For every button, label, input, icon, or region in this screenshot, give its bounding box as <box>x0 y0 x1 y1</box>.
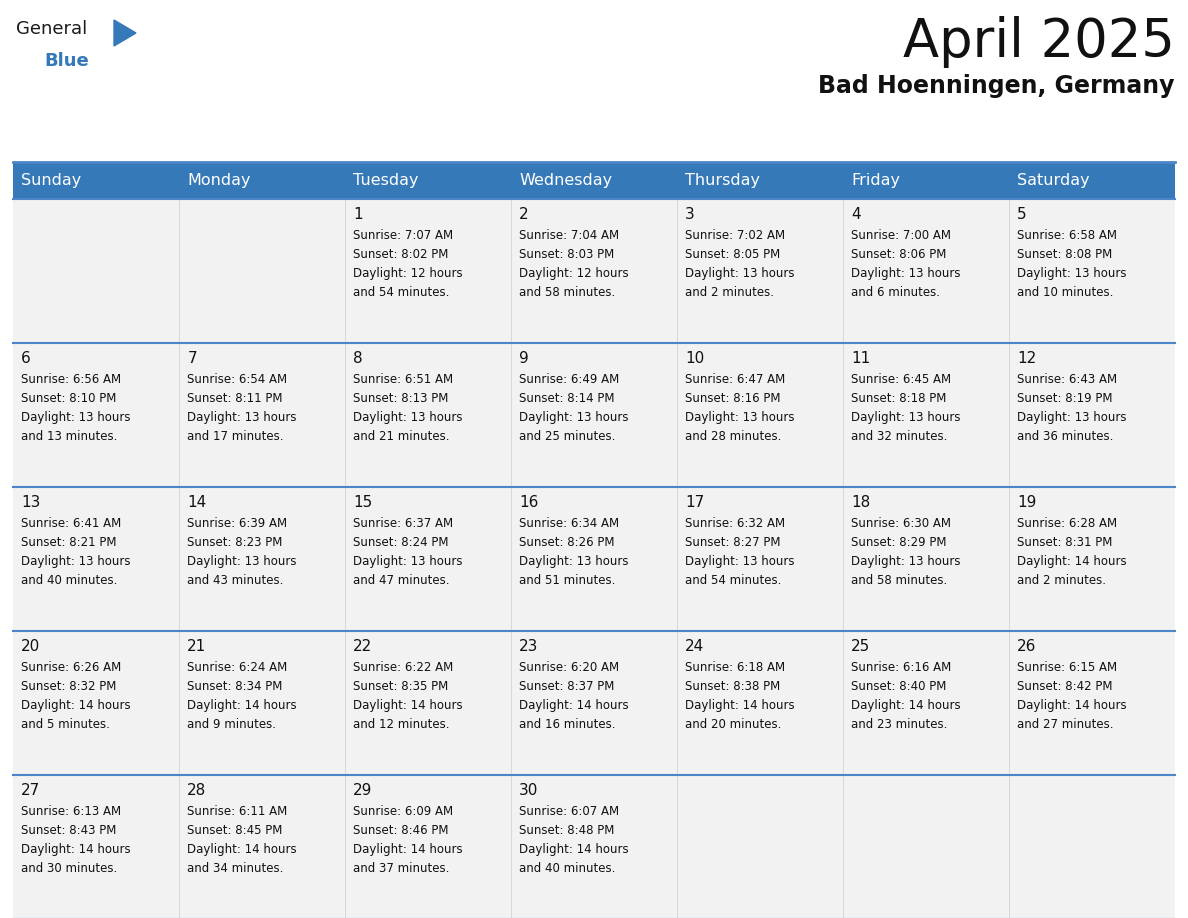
Bar <box>13 487 1175 631</box>
Text: Blue: Blue <box>44 52 89 70</box>
Text: Sunday: Sunday <box>21 173 82 188</box>
Text: 17: 17 <box>685 495 704 510</box>
Text: 30: 30 <box>519 783 538 798</box>
Text: Sunrise: 6:26 AM
Sunset: 8:32 PM
Daylight: 14 hours
and 5 minutes.: Sunrise: 6:26 AM Sunset: 8:32 PM Dayligh… <box>21 661 131 731</box>
Text: 8: 8 <box>353 351 362 366</box>
Text: Sunrise: 6:34 AM
Sunset: 8:26 PM
Daylight: 13 hours
and 51 minutes.: Sunrise: 6:34 AM Sunset: 8:26 PM Dayligh… <box>519 517 628 587</box>
Text: Sunrise: 6:11 AM
Sunset: 8:45 PM
Daylight: 14 hours
and 34 minutes.: Sunrise: 6:11 AM Sunset: 8:45 PM Dayligh… <box>188 805 297 875</box>
Text: Sunrise: 6:51 AM
Sunset: 8:13 PM
Daylight: 13 hours
and 21 minutes.: Sunrise: 6:51 AM Sunset: 8:13 PM Dayligh… <box>353 373 463 443</box>
Text: Sunrise: 6:09 AM
Sunset: 8:46 PM
Daylight: 14 hours
and 37 minutes.: Sunrise: 6:09 AM Sunset: 8:46 PM Dayligh… <box>353 805 463 875</box>
Text: Friday: Friday <box>852 173 901 188</box>
Text: 28: 28 <box>188 783 207 798</box>
Text: Sunrise: 7:00 AM
Sunset: 8:06 PM
Daylight: 13 hours
and 6 minutes.: Sunrise: 7:00 AM Sunset: 8:06 PM Dayligh… <box>852 229 961 299</box>
Bar <box>843 162 1009 199</box>
Bar <box>179 162 345 199</box>
Text: Sunrise: 6:43 AM
Sunset: 8:19 PM
Daylight: 13 hours
and 36 minutes.: Sunrise: 6:43 AM Sunset: 8:19 PM Dayligh… <box>1017 373 1126 443</box>
Text: Sunrise: 6:30 AM
Sunset: 8:29 PM
Daylight: 13 hours
and 58 minutes.: Sunrise: 6:30 AM Sunset: 8:29 PM Dayligh… <box>852 517 961 587</box>
Text: 18: 18 <box>852 495 871 510</box>
Text: April 2025: April 2025 <box>903 16 1175 68</box>
Text: Sunrise: 6:20 AM
Sunset: 8:37 PM
Daylight: 14 hours
and 16 minutes.: Sunrise: 6:20 AM Sunset: 8:37 PM Dayligh… <box>519 661 628 731</box>
Text: 22: 22 <box>353 639 373 654</box>
Text: 9: 9 <box>519 351 529 366</box>
Text: Sunrise: 6:41 AM
Sunset: 8:21 PM
Daylight: 13 hours
and 40 minutes.: Sunrise: 6:41 AM Sunset: 8:21 PM Dayligh… <box>21 517 131 587</box>
Bar <box>13 775 1175 918</box>
Bar <box>511 162 677 199</box>
Text: 20: 20 <box>21 639 40 654</box>
Text: 1: 1 <box>353 207 362 222</box>
Text: Wednesday: Wednesday <box>519 173 613 188</box>
Text: Sunrise: 6:49 AM
Sunset: 8:14 PM
Daylight: 13 hours
and 25 minutes.: Sunrise: 6:49 AM Sunset: 8:14 PM Dayligh… <box>519 373 628 443</box>
Text: 23: 23 <box>519 639 538 654</box>
Text: Sunrise: 6:24 AM
Sunset: 8:34 PM
Daylight: 14 hours
and 9 minutes.: Sunrise: 6:24 AM Sunset: 8:34 PM Dayligh… <box>188 661 297 731</box>
Text: 4: 4 <box>852 207 861 222</box>
Text: 2: 2 <box>519 207 529 222</box>
Text: 24: 24 <box>685 639 704 654</box>
Text: 21: 21 <box>188 639 207 654</box>
Text: Sunrise: 6:22 AM
Sunset: 8:35 PM
Daylight: 14 hours
and 12 minutes.: Sunrise: 6:22 AM Sunset: 8:35 PM Dayligh… <box>353 661 463 731</box>
Text: Sunrise: 6:45 AM
Sunset: 8:18 PM
Daylight: 13 hours
and 32 minutes.: Sunrise: 6:45 AM Sunset: 8:18 PM Dayligh… <box>852 373 961 443</box>
Text: 25: 25 <box>852 639 871 654</box>
Text: Sunrise: 6:18 AM
Sunset: 8:38 PM
Daylight: 14 hours
and 20 minutes.: Sunrise: 6:18 AM Sunset: 8:38 PM Dayligh… <box>685 661 795 731</box>
Text: 13: 13 <box>21 495 40 510</box>
Text: 15: 15 <box>353 495 373 510</box>
Text: 11: 11 <box>852 351 871 366</box>
Text: Sunrise: 6:58 AM
Sunset: 8:08 PM
Daylight: 13 hours
and 10 minutes.: Sunrise: 6:58 AM Sunset: 8:08 PM Dayligh… <box>1017 229 1126 299</box>
Text: Sunrise: 6:15 AM
Sunset: 8:42 PM
Daylight: 14 hours
and 27 minutes.: Sunrise: 6:15 AM Sunset: 8:42 PM Dayligh… <box>1017 661 1127 731</box>
Text: 5: 5 <box>1017 207 1026 222</box>
Text: 16: 16 <box>519 495 538 510</box>
Bar <box>13 343 1175 487</box>
Text: Monday: Monday <box>188 173 251 188</box>
Text: Sunrise: 6:56 AM
Sunset: 8:10 PM
Daylight: 13 hours
and 13 minutes.: Sunrise: 6:56 AM Sunset: 8:10 PM Dayligh… <box>21 373 131 443</box>
Text: Sunrise: 6:47 AM
Sunset: 8:16 PM
Daylight: 13 hours
and 28 minutes.: Sunrise: 6:47 AM Sunset: 8:16 PM Dayligh… <box>685 373 795 443</box>
Text: Sunrise: 6:13 AM
Sunset: 8:43 PM
Daylight: 14 hours
and 30 minutes.: Sunrise: 6:13 AM Sunset: 8:43 PM Dayligh… <box>21 805 131 875</box>
Text: 14: 14 <box>188 495 207 510</box>
Bar <box>345 162 511 199</box>
Text: 7: 7 <box>188 351 197 366</box>
Bar <box>1009 162 1175 199</box>
Text: Thursday: Thursday <box>685 173 760 188</box>
Text: Sunrise: 6:37 AM
Sunset: 8:24 PM
Daylight: 13 hours
and 47 minutes.: Sunrise: 6:37 AM Sunset: 8:24 PM Dayligh… <box>353 517 463 587</box>
Bar <box>677 162 843 199</box>
Text: Sunrise: 7:04 AM
Sunset: 8:03 PM
Daylight: 12 hours
and 58 minutes.: Sunrise: 7:04 AM Sunset: 8:03 PM Dayligh… <box>519 229 628 299</box>
Text: Sunrise: 6:54 AM
Sunset: 8:11 PM
Daylight: 13 hours
and 17 minutes.: Sunrise: 6:54 AM Sunset: 8:11 PM Dayligh… <box>188 373 297 443</box>
Text: Sunrise: 6:32 AM
Sunset: 8:27 PM
Daylight: 13 hours
and 54 minutes.: Sunrise: 6:32 AM Sunset: 8:27 PM Dayligh… <box>685 517 795 587</box>
Bar <box>13 162 179 199</box>
Text: 3: 3 <box>685 207 695 222</box>
Text: Sunrise: 7:07 AM
Sunset: 8:02 PM
Daylight: 12 hours
and 54 minutes.: Sunrise: 7:07 AM Sunset: 8:02 PM Dayligh… <box>353 229 463 299</box>
Text: 19: 19 <box>1017 495 1037 510</box>
Text: Sunrise: 6:39 AM
Sunset: 8:23 PM
Daylight: 13 hours
and 43 minutes.: Sunrise: 6:39 AM Sunset: 8:23 PM Dayligh… <box>188 517 297 587</box>
Text: 26: 26 <box>1017 639 1037 654</box>
Text: Tuesday: Tuesday <box>353 173 419 188</box>
Text: Sunrise: 6:07 AM
Sunset: 8:48 PM
Daylight: 14 hours
and 40 minutes.: Sunrise: 6:07 AM Sunset: 8:48 PM Dayligh… <box>519 805 628 875</box>
Polygon shape <box>114 20 135 46</box>
Text: 29: 29 <box>353 783 373 798</box>
Text: Sunrise: 7:02 AM
Sunset: 8:05 PM
Daylight: 13 hours
and 2 minutes.: Sunrise: 7:02 AM Sunset: 8:05 PM Dayligh… <box>685 229 795 299</box>
Text: Sunrise: 6:16 AM
Sunset: 8:40 PM
Daylight: 14 hours
and 23 minutes.: Sunrise: 6:16 AM Sunset: 8:40 PM Dayligh… <box>852 661 961 731</box>
Text: 6: 6 <box>21 351 31 366</box>
Bar <box>13 631 1175 775</box>
Text: General: General <box>15 20 87 38</box>
Text: 12: 12 <box>1017 351 1037 366</box>
Text: 27: 27 <box>21 783 40 798</box>
Bar <box>13 199 1175 343</box>
Text: Bad Hoenningen, Germany: Bad Hoenningen, Germany <box>819 74 1175 98</box>
Text: Saturday: Saturday <box>1017 173 1089 188</box>
Text: Sunrise: 6:28 AM
Sunset: 8:31 PM
Daylight: 14 hours
and 2 minutes.: Sunrise: 6:28 AM Sunset: 8:31 PM Dayligh… <box>1017 517 1127 587</box>
Text: 10: 10 <box>685 351 704 366</box>
